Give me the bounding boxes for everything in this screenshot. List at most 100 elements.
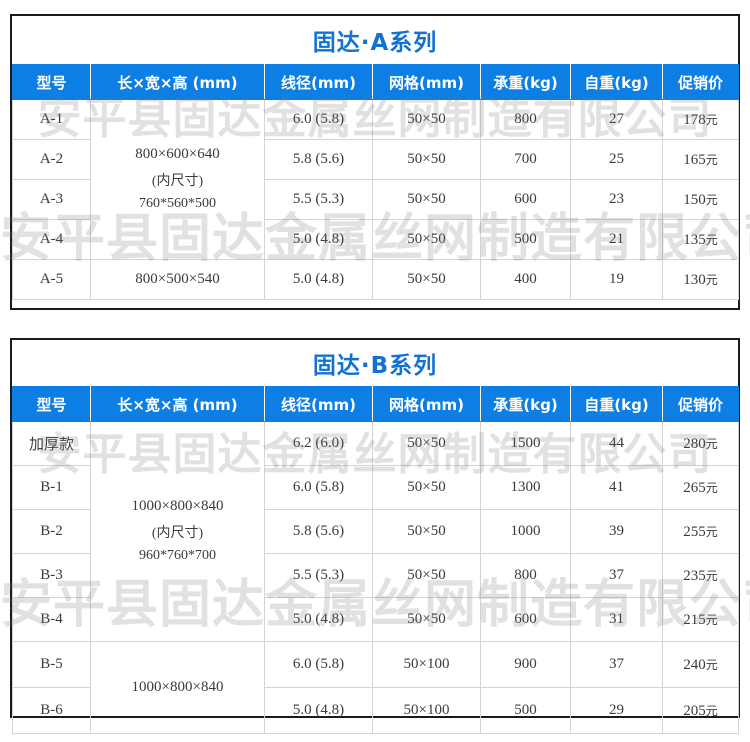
cell-weight: 37 xyxy=(570,553,663,598)
cell-dimension: 800×500×540 xyxy=(90,259,265,300)
cell-load: 500 xyxy=(480,687,571,734)
dimension-main: 800×600×640 xyxy=(135,146,220,163)
cell-model: B-1 xyxy=(12,465,91,510)
table-row: B-6 5.0 (4.8) 50×100 500 29 205元 xyxy=(12,687,739,734)
table-row: 加厚款 1000×800×840 (内尺寸) 960*760*700 6.2 (… xyxy=(12,421,739,642)
series-b-title-bar: 固达·B系列 xyxy=(12,340,738,386)
price-value: 165 xyxy=(683,151,706,168)
cell-load: 500 xyxy=(480,219,571,260)
price-unit: 元 xyxy=(705,524,718,539)
price-value: 265 xyxy=(683,479,706,496)
cell-price: 178元 xyxy=(662,99,739,140)
cell-price: 150元 xyxy=(662,179,739,220)
col-header-price: 促销价 xyxy=(662,64,739,100)
dimension-inner-value: 960*760*700 xyxy=(139,548,216,564)
dimension-main: 1000×800×840 xyxy=(131,678,224,695)
cell-mesh: 50×100 xyxy=(372,641,481,688)
cell-load: 900 xyxy=(480,641,571,688)
price-unit: 元 xyxy=(705,436,718,451)
dimension-inner-label: (内尺寸) xyxy=(151,526,204,542)
cell-dimension-merged: 1000×800×840 xyxy=(90,641,265,734)
col-header-dimension: 长×宽×高 (mm) xyxy=(90,64,265,100)
cell-price: 235元 xyxy=(662,553,739,598)
dimension-main: 1000×800×840 xyxy=(131,498,224,515)
table-row: B-2 5.8 (5.6) 50×50 1000 39 255元 xyxy=(12,509,739,554)
cell-weight: 39 xyxy=(570,509,663,554)
cell-load: 1500 xyxy=(480,421,571,466)
series-a-title-bar: 固达·A系列 xyxy=(12,16,738,64)
cell-price: 135元 xyxy=(662,219,739,260)
price-unit: 元 xyxy=(705,568,718,583)
cell-model: A-4 xyxy=(12,219,91,260)
cell-mesh: 50×50 xyxy=(372,139,481,180)
price-unit: 元 xyxy=(705,703,718,718)
cell-wire: 6.0 (5.8) xyxy=(264,465,373,510)
cell-wire: 5.0 (4.8) xyxy=(264,687,373,734)
cell-weight: 31 xyxy=(570,597,663,642)
price-value: 240 xyxy=(683,656,706,673)
cell-wire: 5.0 (4.8) xyxy=(264,597,373,642)
cell-load: 1000 xyxy=(480,509,571,554)
cell-wire: 6.0 (5.8) xyxy=(264,99,373,140)
price-value: 255 xyxy=(683,523,706,540)
price-value: 215 xyxy=(683,611,706,628)
cell-mesh: 50×50 xyxy=(372,421,481,466)
cell-weight: 27 xyxy=(570,99,663,140)
cell-load: 700 xyxy=(480,139,571,180)
col-header-weight: 自重(kg) xyxy=(570,64,663,100)
table-row: A-5 800×500×540 5.0 (4.8) 50×50 400 19 1… xyxy=(12,259,739,300)
cell-weight: 21 xyxy=(570,219,663,260)
series-b-block: 固达·B系列 型号 长×宽×高 (mm) 线径(mm) 网格(mm) 承重(kg… xyxy=(10,338,740,734)
col-header-dimension: 长×宽×高 (mm) xyxy=(90,386,265,422)
cell-load: 1300 xyxy=(480,465,571,510)
price-unit: 元 xyxy=(705,612,718,627)
table-header-row: 型号 长×宽×高 (mm) 线径(mm) 网格(mm) 承重(kg) 自重(kg… xyxy=(12,64,739,100)
price-unit: 元 xyxy=(705,152,718,167)
col-header-mesh: 网格(mm) xyxy=(372,64,481,100)
cell-load: 800 xyxy=(480,553,571,598)
price-unit: 元 xyxy=(705,232,718,247)
cell-model: 加厚款 xyxy=(12,421,91,466)
cell-weight: 19 xyxy=(570,259,663,300)
col-header-mesh: 网格(mm) xyxy=(372,386,481,422)
cell-mesh: 50×50 xyxy=(372,509,481,554)
price-unit: 元 xyxy=(705,272,718,287)
cell-load: 600 xyxy=(480,597,571,642)
cell-model: A-5 xyxy=(12,259,91,300)
cell-mesh: 50×50 xyxy=(372,597,481,642)
cell-model: A-2 xyxy=(12,139,91,180)
cell-weight: 44 xyxy=(570,421,663,466)
cell-model: B-2 xyxy=(12,509,91,554)
series-a-table: 型号 长×宽×高 (mm) 线径(mm) 网格(mm) 承重(kg) 自重(kg… xyxy=(12,64,739,300)
cell-wire: 5.5 (5.3) xyxy=(264,179,373,220)
cell-model: B-5 xyxy=(12,641,91,688)
cell-dimension-merged: 800×600×640 (内尺寸) 760*560*500 xyxy=(90,99,265,260)
price-unit: 元 xyxy=(705,480,718,495)
dimension-inner-value: 760*560*500 xyxy=(139,196,216,212)
page-title: 固达·B系列 xyxy=(312,353,438,379)
cell-wire: 5.8 (5.6) xyxy=(264,509,373,554)
cell-mesh: 50×50 xyxy=(372,99,481,140)
cell-weight: 29 xyxy=(570,687,663,734)
cell-dimension-merged: 1000×800×840 (内尺寸) 960*760*700 xyxy=(90,421,265,642)
cell-load: 800 xyxy=(480,99,571,140)
cell-model: A-3 xyxy=(12,179,91,220)
cell-mesh: 50×50 xyxy=(372,219,481,260)
cell-price: 240元 xyxy=(662,641,739,688)
cell-model: B-3 xyxy=(12,553,91,598)
price-value: 150 xyxy=(683,191,706,208)
price-value: 135 xyxy=(683,231,706,248)
price-value: 280 xyxy=(683,435,706,452)
cell-weight: 25 xyxy=(570,139,663,180)
cell-mesh: 50×50 xyxy=(372,259,481,300)
cell-wire: 5.0 (4.8) xyxy=(264,219,373,260)
cell-wire: 5.8 (5.6) xyxy=(264,139,373,180)
cell-model: A-1 xyxy=(12,99,91,140)
series-a-block: 固达·A系列 型号 长×宽×高 (mm) 线径(mm) 网格(mm) 承重(kg… xyxy=(10,14,740,310)
table-row: B-4 5.0 (4.8) 50×50 600 31 215元 xyxy=(12,597,739,642)
table-row: A-4 5.0 (4.8) 50×50 500 21 135元 xyxy=(12,219,739,260)
cell-wire: 6.2 (6.0) xyxy=(264,421,373,466)
cell-price: 215元 xyxy=(662,597,739,642)
cell-price: 205元 xyxy=(662,687,739,734)
